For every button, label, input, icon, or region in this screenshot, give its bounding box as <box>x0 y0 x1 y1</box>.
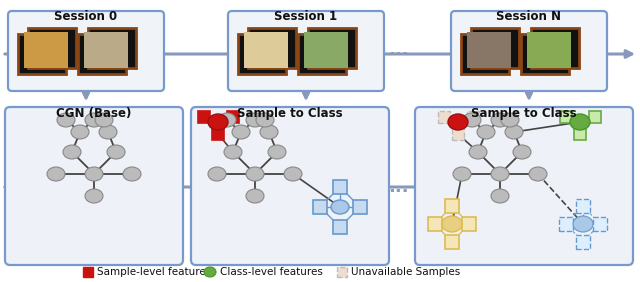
Ellipse shape <box>501 113 519 127</box>
Bar <box>84 32 128 68</box>
FancyBboxPatch shape <box>78 34 126 74</box>
Ellipse shape <box>260 125 278 139</box>
Ellipse shape <box>63 145 81 159</box>
FancyBboxPatch shape <box>471 28 519 68</box>
Bar <box>589 111 601 123</box>
FancyBboxPatch shape <box>451 11 607 91</box>
Ellipse shape <box>448 114 468 130</box>
Text: Sample-level features: Sample-level features <box>97 267 211 277</box>
Ellipse shape <box>99 125 117 139</box>
Text: Session 0: Session 0 <box>54 10 118 23</box>
FancyBboxPatch shape <box>5 107 183 265</box>
Ellipse shape <box>57 113 75 127</box>
FancyBboxPatch shape <box>191 107 389 265</box>
Ellipse shape <box>331 200 349 214</box>
FancyBboxPatch shape <box>88 28 136 68</box>
Ellipse shape <box>204 267 216 277</box>
Bar <box>462 217 476 231</box>
Ellipse shape <box>442 216 462 232</box>
Ellipse shape <box>208 114 228 130</box>
Ellipse shape <box>232 125 250 139</box>
Ellipse shape <box>246 189 264 203</box>
Bar <box>333 220 347 234</box>
Bar <box>212 128 224 140</box>
Ellipse shape <box>491 167 509 181</box>
Text: Class-level features: Class-level features <box>220 267 323 277</box>
FancyBboxPatch shape <box>531 28 579 68</box>
Bar <box>244 32 288 68</box>
Ellipse shape <box>256 113 274 127</box>
Bar <box>576 199 590 213</box>
Ellipse shape <box>107 145 125 159</box>
Bar <box>445 199 459 213</box>
Text: Unavailable Samples: Unavailable Samples <box>351 267 460 277</box>
Bar <box>445 235 459 249</box>
Ellipse shape <box>224 145 242 159</box>
Bar <box>574 128 586 140</box>
Ellipse shape <box>246 167 264 181</box>
Ellipse shape <box>123 167 141 181</box>
Ellipse shape <box>570 114 590 130</box>
Bar <box>353 200 367 214</box>
FancyBboxPatch shape <box>308 28 356 68</box>
Ellipse shape <box>529 167 547 181</box>
Bar <box>467 111 479 123</box>
FancyBboxPatch shape <box>521 34 569 74</box>
Text: ...: ... <box>388 41 408 59</box>
FancyBboxPatch shape <box>238 34 286 74</box>
Ellipse shape <box>95 113 113 127</box>
Ellipse shape <box>71 125 89 139</box>
FancyBboxPatch shape <box>248 28 296 68</box>
Ellipse shape <box>453 167 471 181</box>
Ellipse shape <box>246 113 264 127</box>
Bar <box>227 111 239 123</box>
Ellipse shape <box>218 113 236 127</box>
FancyBboxPatch shape <box>461 34 509 74</box>
Ellipse shape <box>469 145 487 159</box>
Text: Sample to Class: Sample to Class <box>471 107 577 120</box>
Ellipse shape <box>573 216 593 232</box>
Ellipse shape <box>284 167 302 181</box>
Bar <box>467 32 511 68</box>
Bar <box>576 235 590 249</box>
Bar <box>24 32 68 68</box>
Ellipse shape <box>491 113 509 127</box>
Ellipse shape <box>513 145 531 159</box>
FancyBboxPatch shape <box>28 28 76 68</box>
FancyBboxPatch shape <box>18 34 66 74</box>
Ellipse shape <box>208 167 226 181</box>
Ellipse shape <box>268 145 286 159</box>
Bar <box>428 217 442 231</box>
Bar <box>438 111 450 123</box>
FancyBboxPatch shape <box>298 34 346 74</box>
FancyBboxPatch shape <box>415 107 633 265</box>
Ellipse shape <box>477 125 495 139</box>
Bar <box>313 200 327 214</box>
Ellipse shape <box>491 189 509 203</box>
FancyBboxPatch shape <box>228 11 384 91</box>
Bar <box>304 32 348 68</box>
Bar <box>452 128 464 140</box>
Bar <box>593 217 607 231</box>
Bar <box>337 267 347 277</box>
Bar <box>559 217 573 231</box>
Bar <box>333 180 347 194</box>
Bar <box>83 267 93 277</box>
Bar <box>198 111 210 123</box>
Ellipse shape <box>85 113 103 127</box>
Ellipse shape <box>47 167 65 181</box>
Ellipse shape <box>85 167 103 181</box>
Text: CGN (Base): CGN (Base) <box>56 107 132 120</box>
FancyBboxPatch shape <box>8 11 164 91</box>
Ellipse shape <box>85 189 103 203</box>
Text: Session N: Session N <box>497 10 561 23</box>
Ellipse shape <box>505 125 523 139</box>
Text: Sample to Class: Sample to Class <box>237 107 343 120</box>
Text: Session 1: Session 1 <box>275 10 337 23</box>
Bar <box>560 111 572 123</box>
Bar <box>527 32 571 68</box>
Ellipse shape <box>463 113 481 127</box>
Text: ...: ... <box>388 178 408 196</box>
